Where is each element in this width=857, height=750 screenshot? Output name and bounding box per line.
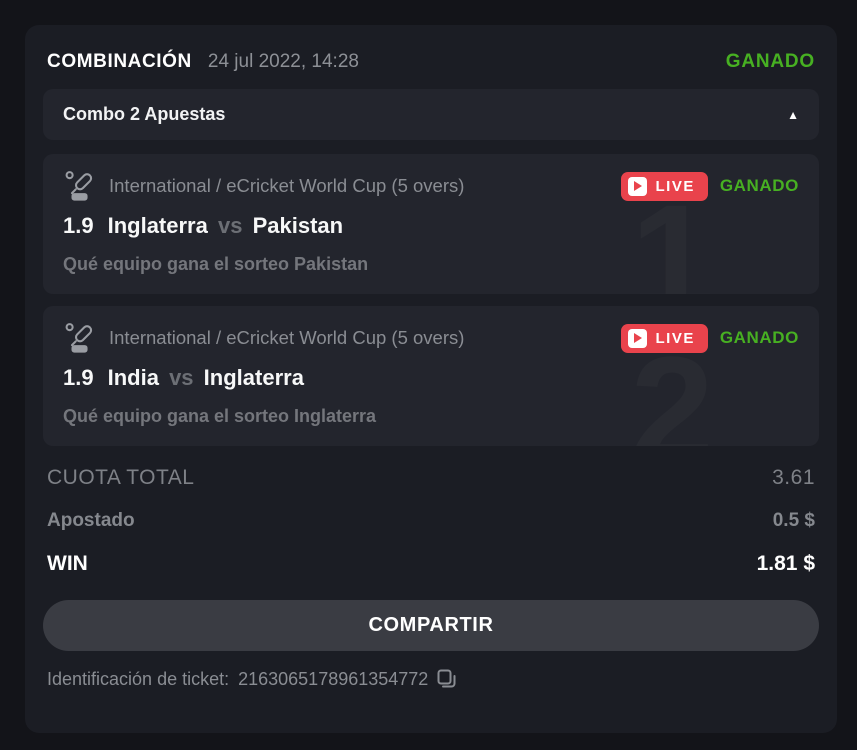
stake-value: 0.5 $	[772, 510, 815, 531]
total-odds-row: CUOTA TOTAL 3.61	[43, 466, 819, 490]
live-badge: LIVE	[620, 171, 708, 201]
stake-label: Apostado	[47, 510, 135, 531]
win-row: WIN 1.81 $	[43, 552, 819, 576]
vs-separator: vs	[217, 213, 243, 238]
market-selection: Qué equipo gana el sorteo Inglaterra	[63, 406, 377, 426]
bet-card-1: 1 International / eCricket World Cup (5 …	[43, 154, 819, 294]
combo-label: Combo 2 Apuestas	[63, 104, 226, 124]
odds-value: 1.9	[63, 213, 94, 238]
share-button[interactable]: COMPARTIR	[43, 600, 819, 651]
ticket-datetime: 24 jul 2022, 14:28	[207, 51, 359, 72]
home-team: Inglaterra	[107, 213, 208, 238]
live-label: LIVE	[655, 177, 695, 195]
bet-status-badge: GANADO	[719, 328, 799, 347]
bet-number-watermark: 2	[630, 325, 714, 446]
live-label: LIVE	[655, 329, 695, 347]
ticket-id-value: 2163065178961354772	[238, 669, 429, 689]
vs-separator: vs	[169, 365, 194, 390]
away-team: Inglaterra	[203, 365, 304, 390]
total-odds-value: 3.61	[772, 466, 815, 489]
stake-row: Apostado 0.5 $	[43, 510, 819, 532]
play-icon	[627, 176, 647, 196]
ticket-id-label: Identificación de ticket:	[47, 669, 230, 689]
odds-value: 1.9	[63, 365, 94, 390]
home-team: India	[107, 365, 159, 390]
bet-top-row: International / eCricket World Cup (5 ov…	[63, 321, 799, 355]
combo-header-bar[interactable]: Combo 2 Apuestas ▲	[43, 89, 819, 140]
bet-card-2: 2 International / eCricket World Cup (5 …	[43, 306, 819, 446]
collapse-arrow-icon[interactable]: ▲	[787, 107, 799, 122]
ticket-header: COMBINACIÓN 24 jul 2022, 14:28 GANADO	[43, 41, 819, 89]
match-line: 1.9 India vs Inglaterra	[63, 365, 799, 391]
total-odds-label: CUOTA TOTAL	[47, 466, 195, 489]
bet-ticket-panel: COMBINACIÓN 24 jul 2022, 14:28 GANADO Co…	[25, 25, 837, 733]
copy-icon[interactable]	[437, 669, 456, 690]
bet-status-badge: GANADO	[719, 176, 799, 195]
ecricket-icon	[65, 323, 93, 353]
win-value: 1.81 $	[756, 552, 815, 575]
live-badge: LIVE	[620, 323, 708, 353]
play-icon	[627, 328, 647, 348]
league-name: International / eCricket World Cup (5 ov…	[109, 327, 465, 348]
bet-number-watermark: 1	[630, 173, 714, 294]
market-selection: Qué equipo gana el sorteo Pakistan	[63, 254, 369, 274]
match-line: 1.9 Inglaterra vs Pakistan	[63, 213, 799, 239]
ticket-id-row: Identificación de ticket: 21630651789613…	[43, 669, 819, 690]
win-label: WIN	[47, 552, 88, 575]
ecricket-icon	[65, 171, 93, 201]
ticket-type-title: COMBINACIÓN	[47, 51, 192, 72]
ticket-status-badge: GANADO	[725, 51, 815, 72]
bet-top-row: International / eCricket World Cup (5 ov…	[63, 169, 799, 203]
league-name: International / eCricket World Cup (5 ov…	[109, 175, 465, 196]
away-team: Pakistan	[252, 213, 344, 238]
